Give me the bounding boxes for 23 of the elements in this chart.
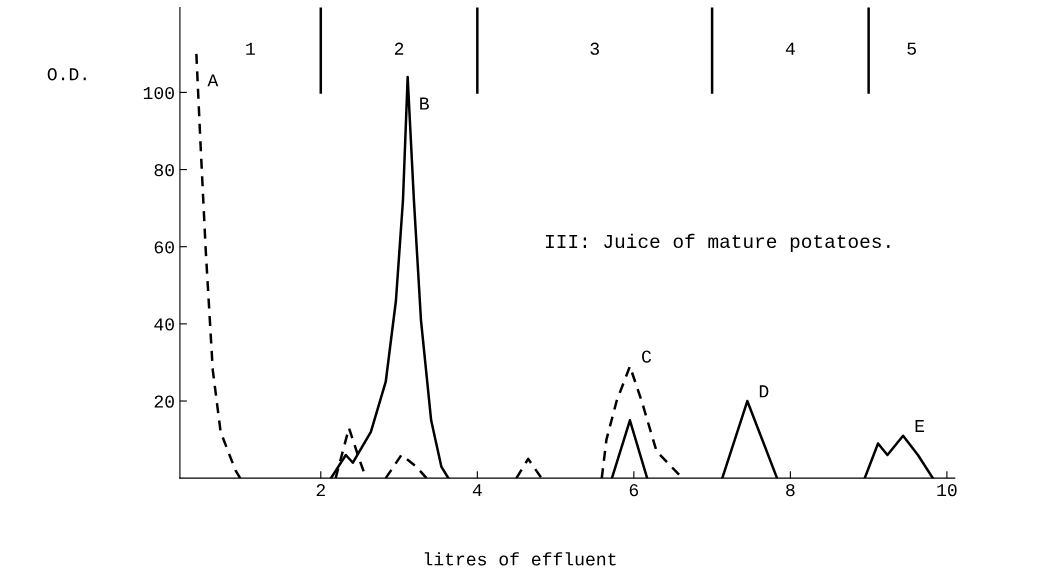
x-tick-label: 8 [786,484,795,497]
x-tick-label: 10 [937,484,957,497]
y-tick-label: 100 [143,86,174,100]
series-label: B [420,97,429,110]
series-label: E [915,420,925,432]
y-axis-title: O.D. [47,68,86,81]
annotation: III: Juice of mature potatoes. [545,233,890,252]
x-tick-label: 6 [629,484,639,497]
annotation: 5 [907,42,916,55]
series-label: C [642,350,652,363]
x-tick-label: 2 [316,484,325,497]
series-label: D [759,385,769,398]
y-tick-label: 60 [154,241,174,254]
y-tick-label: 40 [154,318,174,331]
x-tick-label: 4 [472,484,482,497]
y-tick-label: 20 [154,395,174,408]
annotation: 1 [246,42,255,55]
annotation: 3 [590,42,599,55]
series-label: A [207,74,219,87]
annotation: 2 [394,42,404,55]
annotation: 4 [785,42,795,55]
x-axis-title: litres of effluent [424,552,616,566]
y-tick-label: 80 [154,164,174,177]
